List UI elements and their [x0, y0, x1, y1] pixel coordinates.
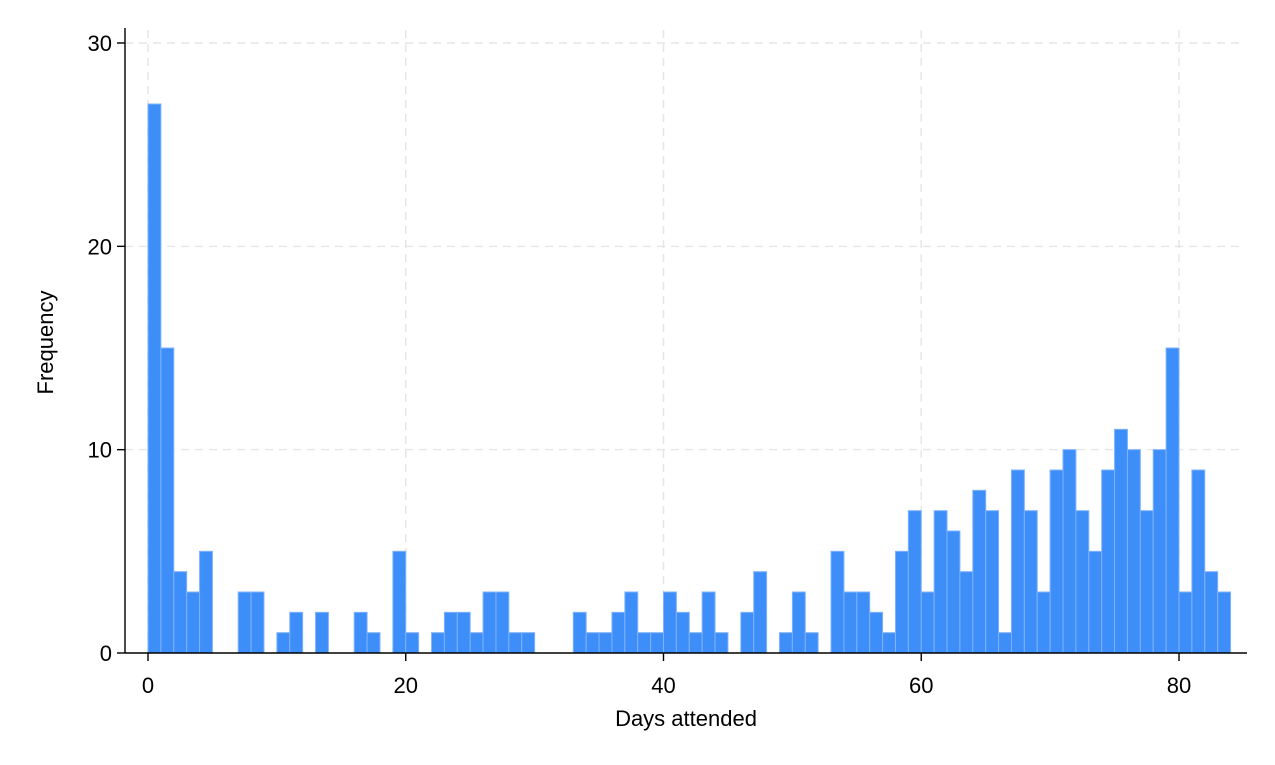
histogram-bar: [1217, 591, 1232, 654]
histogram-bar: [495, 591, 510, 654]
histogram-bar: [959, 571, 974, 654]
histogram-bar: [791, 591, 806, 654]
histogram-bar: [830, 550, 845, 654]
histogram-bar: [392, 550, 407, 654]
histogram-bar: [405, 632, 420, 654]
x-tick-label: 80: [1167, 673, 1191, 698]
axes: 0 10 20 30 0 20 40 60 80: [88, 28, 1247, 698]
histogram-bar: [147, 103, 162, 654]
x-tick-label: 40: [651, 673, 675, 698]
histogram-bar: [1126, 449, 1141, 654]
histogram-bar: [637, 632, 652, 654]
histogram-bar: [804, 632, 819, 654]
histogram-bar: [315, 611, 329, 654]
histogram-bar: [173, 571, 188, 654]
x-tick-label: 0: [142, 673, 154, 698]
histogram-bar: [701, 591, 716, 654]
histogram-bar: [1178, 591, 1193, 654]
histogram-bar: [1062, 449, 1077, 654]
histogram-bar: [353, 611, 368, 654]
x-axis-title: Days attended: [615, 706, 757, 731]
histogram-bar: [1101, 469, 1116, 654]
histogram-bar: [508, 632, 523, 654]
histogram-bar: [469, 632, 484, 654]
histogram-bar: [688, 632, 703, 654]
histogram-bar: [1165, 347, 1180, 654]
histogram-bar: [714, 632, 729, 654]
histogram-bar: [276, 632, 291, 654]
histogram-bar: [431, 632, 445, 654]
histogram-bar: [237, 591, 252, 654]
histogram-bar: [585, 632, 600, 654]
histogram-bar: [933, 510, 948, 654]
histogram-bar: [482, 591, 497, 654]
histogram-bar: [598, 632, 613, 654]
gridlines: [125, 30, 1240, 653]
histogram-bar: [611, 611, 626, 654]
histogram-bar: [650, 632, 664, 654]
histogram-bar: [675, 611, 690, 654]
histogram-bar: [186, 591, 201, 654]
histogram-bar: [1036, 591, 1051, 654]
histogram-bar: [1023, 510, 1038, 654]
histogram-bar: [160, 347, 175, 654]
histogram-bar: [894, 550, 909, 654]
histogram-bar: [869, 611, 884, 654]
histogram-bar: [250, 591, 265, 654]
y-axis-title: Frequency: [33, 291, 58, 395]
histogram-bar: [521, 632, 536, 654]
y-tick-label: 0: [100, 641, 112, 666]
histogram-bar: [946, 530, 961, 654]
histogram-bar: [753, 571, 768, 654]
histogram-bar: [843, 591, 858, 654]
histogram-bar: [199, 550, 213, 654]
bars: [147, 103, 1232, 654]
histogram-bar: [289, 611, 304, 654]
histogram-bar: [663, 591, 677, 654]
histogram-bar: [456, 611, 471, 654]
histogram-bar: [1049, 469, 1064, 654]
histogram-bar: [572, 611, 587, 654]
histogram-bar: [1204, 571, 1219, 654]
y-tick-label: 30: [88, 31, 112, 56]
histogram-bar: [907, 510, 922, 654]
histogram-bar: [1075, 510, 1090, 654]
histogram-bar: [1010, 469, 1025, 654]
histogram-bar: [1152, 449, 1167, 654]
histogram-bar: [443, 611, 458, 654]
histogram-bar: [856, 591, 871, 654]
y-tick-label: 20: [88, 234, 112, 259]
histogram-bar: [1114, 428, 1128, 654]
histogram-bar: [740, 611, 755, 654]
histogram-bar: [1088, 550, 1103, 654]
histogram-bar: [366, 632, 381, 654]
histogram-bar: [1139, 510, 1154, 654]
histogram-bar: [998, 632, 1012, 654]
histogram-bar: [920, 591, 935, 654]
x-tick-label: 60: [909, 673, 933, 698]
histogram-bar: [972, 489, 987, 654]
y-tick-label: 10: [88, 438, 112, 463]
x-tick-label: 20: [394, 673, 418, 698]
histogram-bar: [882, 632, 896, 654]
histogram-bar: [985, 510, 1000, 654]
histogram-bar: [778, 632, 793, 654]
histogram-bar: [624, 591, 639, 654]
histogram-bar: [1191, 469, 1206, 654]
